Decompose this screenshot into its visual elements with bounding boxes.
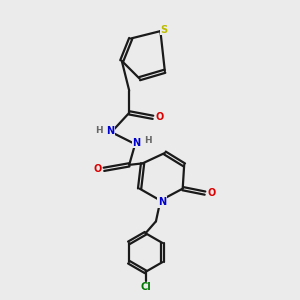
Text: N: N xyxy=(158,197,166,207)
Text: H: H xyxy=(95,126,103,135)
Text: O: O xyxy=(155,112,164,122)
Text: Cl: Cl xyxy=(140,282,151,292)
Text: O: O xyxy=(93,164,101,174)
Text: O: O xyxy=(207,188,216,198)
Text: H: H xyxy=(144,136,152,145)
Text: S: S xyxy=(160,25,167,34)
Text: N: N xyxy=(133,138,141,148)
Text: N: N xyxy=(106,126,114,136)
